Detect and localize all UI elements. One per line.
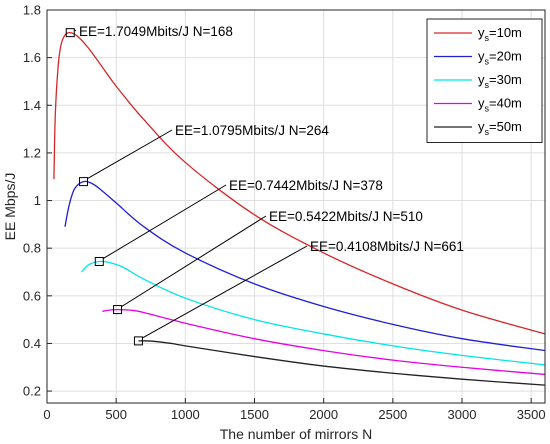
y-tick-label: 1.2 — [23, 145, 41, 160]
legend-label-subscript: s — [485, 104, 490, 114]
y-tick-label: 0.2 — [23, 384, 41, 399]
legend-label: ys=10m — [478, 25, 522, 43]
peak-marker — [113, 305, 123, 315]
legend-label-base: y — [478, 96, 485, 111]
y-tick-label: 1.6 — [23, 50, 41, 65]
y-tick-label: 1.4 — [23, 98, 41, 113]
legend-label-suffix: =20m — [489, 49, 522, 64]
peak-label: EE=1.0795Mbits/J N=264 — [175, 123, 329, 138]
legend-label-subscript: s — [485, 80, 490, 90]
legend-label-suffix: =40m — [489, 96, 522, 111]
series-lines — [53, 31, 546, 386]
y-tick-label: 1 — [34, 193, 41, 208]
legend-label-base: y — [478, 49, 485, 64]
x-tick-label: 1500 — [240, 407, 269, 422]
x-tick-label: 0 — [43, 407, 50, 422]
legend-label-base: y — [478, 72, 485, 87]
x-tick-label: 3000 — [448, 407, 477, 422]
legend-label: ys=40m — [478, 96, 522, 114]
peak-leader-line — [142, 245, 308, 339]
peak-annotations: EE=1.7049Mbits/J N=168 EE=1.0795Mbits/J N… — [65, 24, 464, 346]
peak-leader-line — [103, 184, 227, 259]
legend-label-suffix: =30m — [489, 72, 522, 87]
y-tick-label: 0.8 — [23, 241, 41, 256]
peak-label: EE=0.5422Mbits/J N=510 — [269, 209, 423, 224]
peak-marker — [79, 177, 89, 187]
y-axis-label: EE Mbps/J — [2, 173, 18, 241]
legend-label-base: y — [478, 25, 485, 40]
legend-label: ys=20m — [478, 49, 522, 67]
series-line-5 — [138, 340, 546, 386]
peak-marker — [94, 256, 104, 266]
peak-label: EE=0.4108Mbits/J N=661 — [310, 239, 464, 254]
y-tick-label: 0.6 — [23, 288, 41, 303]
series-line-4 — [102, 308, 546, 376]
legend-label-subscript: s — [485, 33, 490, 43]
legend-label-base: y — [478, 119, 485, 134]
legend-label-subscript: s — [485, 127, 490, 137]
x-tick-label: 2500 — [378, 407, 407, 422]
x-tick-label: 2000 — [309, 407, 338, 422]
peak-label: EE=1.7049Mbits/J N=168 — [79, 24, 233, 39]
peak-leader-line — [121, 215, 267, 308]
y-tick-label: 1.8 — [23, 3, 41, 18]
legend-label-suffix: =10m — [489, 25, 522, 40]
legend-label-suffix: =50m — [489, 119, 522, 134]
series-line-3 — [81, 260, 546, 366]
legend-label: ys=50m — [478, 119, 522, 137]
peak-label: EE=0.7442Mbits/J N=378 — [229, 178, 383, 193]
series-line-2 — [64, 180, 546, 352]
x-tick-label: 500 — [105, 407, 127, 422]
x-tick-label: 3500 — [517, 407, 546, 422]
legend-label-subscript: s — [485, 57, 490, 67]
legend-label: ys=30m — [478, 72, 522, 90]
plot-frame — [46, 9, 546, 404]
peak-leader-line — [87, 129, 173, 180]
axis-ticks: 0 500 1000 1500 2000 2500 3000 3500 0.2 0.4 0.6 0.8… — [23, 3, 546, 423]
peak-marker — [65, 28, 75, 38]
x-tick-label: 1000 — [171, 407, 200, 422]
peak-marker — [133, 336, 143, 346]
legend-box — [426, 18, 543, 143]
series-line-1 — [53, 31, 546, 335]
y-tick-label: 0.4 — [23, 336, 41, 351]
x-axis-label: The number of mirrors N — [220, 426, 372, 442]
